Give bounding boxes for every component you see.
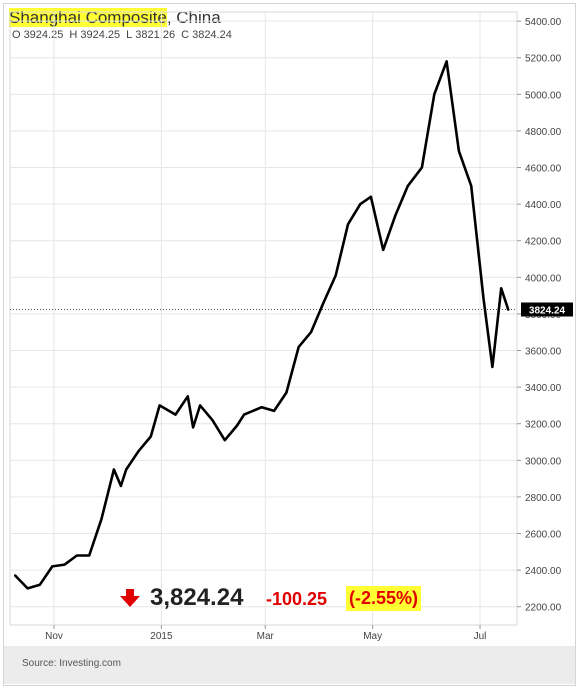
price-point	[285, 391, 288, 394]
price-point	[482, 298, 485, 301]
high-label: H	[69, 29, 78, 41]
footer-bar	[4, 646, 575, 684]
price-point	[407, 185, 409, 187]
y-tick-label: 2200.00	[525, 603, 562, 614]
plot-area	[9, 11, 518, 626]
open-label: O	[12, 29, 21, 41]
last-value-box	[521, 302, 573, 317]
price-point	[26, 587, 29, 590]
price-point	[433, 93, 436, 96]
y-tick-label: 5400.00	[525, 17, 562, 28]
price-point	[192, 426, 194, 429]
price-point	[125, 468, 127, 471]
down-arrow-icon	[120, 589, 140, 607]
price-point	[137, 450, 140, 453]
price-point	[334, 274, 337, 277]
price-point	[370, 196, 372, 198]
y-tick-label: 4800.00	[525, 127, 562, 138]
price-point	[470, 185, 473, 187]
index-country: , China	[166, 8, 221, 27]
y-tick-label: 4600.00	[525, 164, 562, 175]
y-tick-label: 3200.00	[525, 420, 562, 431]
price-series-line	[14, 60, 510, 590]
price-point	[88, 554, 90, 557]
last-price: 3,824.24	[150, 584, 244, 611]
price-point	[39, 583, 41, 586]
y-tick-label: 2400.00	[525, 566, 562, 577]
x-tick-label: May	[363, 631, 382, 642]
close-label: C	[181, 29, 190, 41]
low-label: L	[126, 29, 133, 41]
price-point	[500, 287, 503, 290]
price-point	[100, 518, 103, 520]
price-point	[347, 223, 349, 226]
index-name: Shanghai Composite	[9, 8, 167, 27]
x-tick-label: Mar	[257, 631, 275, 642]
last-value-label: 3824.24	[529, 305, 566, 316]
y-tick-label: 2600.00	[525, 530, 562, 541]
price-point	[445, 60, 448, 63]
open-value: 3924.25	[23, 29, 64, 41]
price-point	[76, 554, 78, 557]
y-tick-label: 4400.00	[525, 200, 562, 211]
price-point	[421, 166, 423, 169]
price-point	[491, 366, 494, 368]
price-point	[224, 439, 226, 442]
price-point	[297, 346, 300, 348]
price-change: -100.25	[266, 589, 328, 609]
price-point	[260, 406, 263, 409]
price-point	[310, 331, 312, 334]
price-point	[158, 404, 161, 407]
price-point	[322, 302, 325, 304]
price-point	[120, 485, 122, 487]
x-tick-label: Nov	[45, 631, 63, 642]
price-point	[359, 203, 362, 205]
price-point	[51, 565, 54, 568]
y-tick-label: 3000.00	[525, 456, 562, 467]
x-tick-label: Jul	[474, 631, 487, 642]
price-point	[199, 404, 201, 407]
price-point	[150, 435, 152, 438]
price-point	[63, 563, 66, 566]
close-value: 3824.24	[192, 29, 232, 41]
price-point	[236, 424, 238, 427]
price-point	[211, 419, 214, 421]
y-tick-label: 2800.00	[525, 493, 562, 504]
y-tick-label: 4000.00	[525, 273, 562, 284]
price-point	[174, 413, 177, 416]
y-tick-label: 5000.00	[525, 90, 562, 101]
y-tick-label: 3400.00	[525, 383, 562, 394]
price-point	[458, 150, 460, 152]
x-tick-label: 2015	[150, 631, 173, 642]
price-point	[113, 468, 115, 471]
low-value: 3821.26	[135, 29, 176, 41]
price-point	[507, 308, 510, 311]
chart-title: Shanghai Composite, China	[9, 8, 221, 28]
price-point	[273, 410, 275, 412]
y-tick-label: 4200.00	[525, 237, 562, 248]
price-point	[243, 413, 245, 416]
ohlc-readout: O 3924.25 H 3924.25 L 3821.26 C 3824.24	[12, 29, 235, 41]
source-credit: Source: Investing.com	[22, 658, 121, 669]
price-change-percent: (-2.55%)	[346, 586, 422, 611]
high-value: 3924.25	[80, 29, 121, 41]
y-tick-label: 3600.00	[525, 347, 562, 358]
price-point	[187, 395, 189, 398]
price-point	[394, 214, 397, 216]
y-tick-label: 5200.00	[525, 54, 562, 65]
price-point	[14, 574, 17, 577]
price-point	[382, 249, 385, 251]
